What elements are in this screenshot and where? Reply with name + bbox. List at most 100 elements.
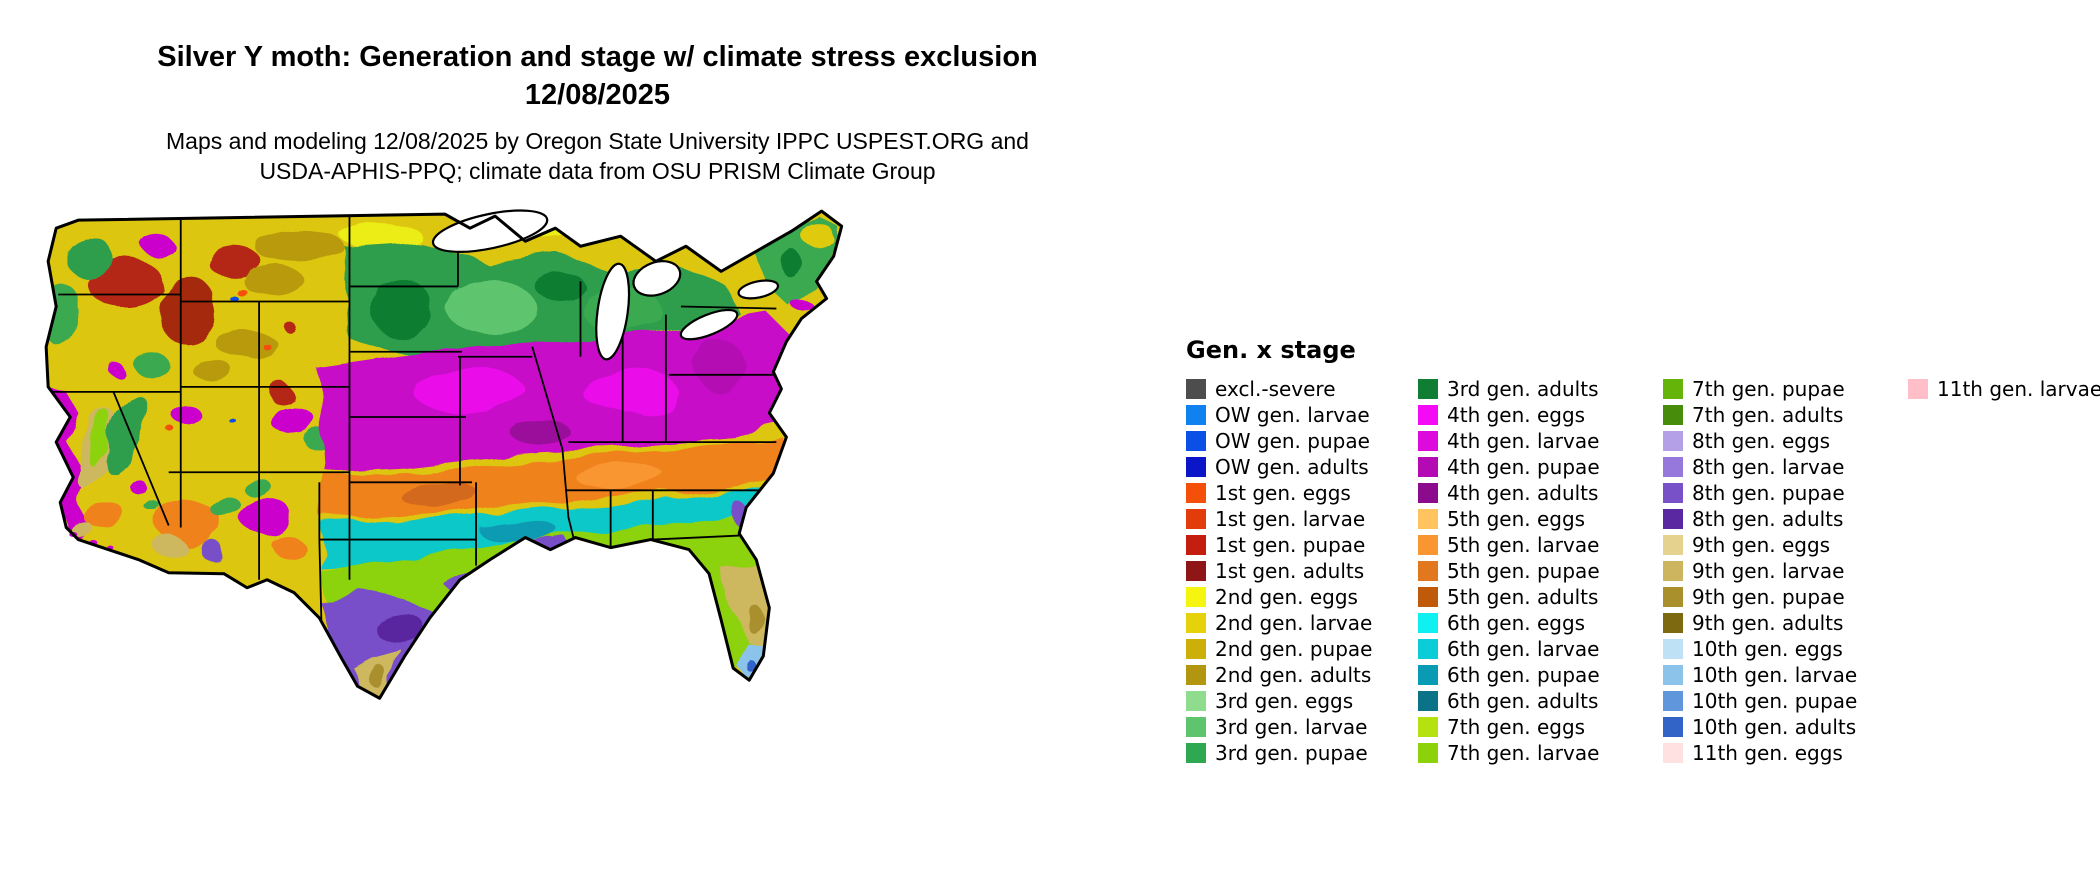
legend-swatch bbox=[1663, 457, 1683, 477]
legend-label: 3rd gen. adults bbox=[1447, 377, 1599, 401]
legend-swatch bbox=[1186, 587, 1206, 607]
legend-label: OW gen. larvae bbox=[1215, 403, 1370, 427]
legend-row: 11th gen. larvae bbox=[1908, 376, 2100, 402]
lake-huron-shape bbox=[632, 260, 682, 297]
legend-label: 4th gen. larvae bbox=[1447, 429, 1600, 453]
lake-superior-shape bbox=[431, 209, 549, 253]
legend-row: OW gen. larvae bbox=[1186, 402, 1418, 428]
legend-label: 6th gen. adults bbox=[1447, 689, 1599, 713]
legend-row: 10th gen. adults bbox=[1663, 714, 1908, 740]
legend-swatch bbox=[1663, 535, 1683, 555]
legend-row: OW gen. pupae bbox=[1186, 428, 1418, 454]
legend-swatch bbox=[1186, 639, 1206, 659]
legend-row: 2nd gen. eggs bbox=[1186, 584, 1418, 610]
legend-swatch bbox=[1908, 379, 1928, 399]
legend-label: 4th gen. eggs bbox=[1447, 403, 1586, 427]
legend-label: 4th gen. pupae bbox=[1447, 455, 1600, 479]
legend-swatch bbox=[1186, 665, 1206, 685]
legend-row: 9th gen. larvae bbox=[1663, 558, 1908, 584]
legend-swatch bbox=[1418, 535, 1438, 555]
legend-row: 1st gen. eggs bbox=[1186, 480, 1418, 506]
credits-line-2: USDA-APHIS-PPQ; climate data from OSU PR… bbox=[259, 158, 936, 184]
header: Silver Y moth: Generation and stage w/ c… bbox=[15, 38, 1180, 186]
legend-row: 7th gen. adults bbox=[1663, 402, 1908, 428]
legend-label: 2nd gen. pupae bbox=[1215, 637, 1373, 661]
legend-label: 6th gen. pupae bbox=[1447, 663, 1600, 687]
legend-label: 9th gen. pupae bbox=[1692, 585, 1845, 609]
legend-row: 11th gen. eggs bbox=[1663, 740, 1908, 766]
legend-row: 6th gen. adults bbox=[1418, 688, 1663, 714]
legend-row: 10th gen. eggs bbox=[1663, 636, 1908, 662]
legend-label: 8th gen. pupae bbox=[1692, 481, 1845, 505]
state-borders bbox=[48, 214, 784, 620]
legend-swatch bbox=[1418, 587, 1438, 607]
legend-row: excl.-severe bbox=[1186, 376, 1418, 402]
legend-swatch bbox=[1418, 613, 1438, 633]
legend-label: 6th gen. larvae bbox=[1447, 637, 1600, 661]
legend-row: 10th gen. larvae bbox=[1663, 662, 1908, 688]
legend-column: excl.-severe OW gen. larvae OW gen. pupae O… bbox=[1186, 376, 1418, 766]
legend-label: 1st gen. adults bbox=[1215, 559, 1365, 583]
legend-column: 11th gen. larvae bbox=[1908, 376, 2100, 402]
legend-label: 5th gen. larvae bbox=[1447, 533, 1600, 557]
legend-row: 6th gen. larvae bbox=[1418, 636, 1663, 662]
legend-row: 9th gen. adults bbox=[1663, 610, 1908, 636]
legend-row: 9th gen. eggs bbox=[1663, 532, 1908, 558]
legend-title: Gen. x stage bbox=[1186, 336, 1356, 364]
legend-label: 7th gen. adults bbox=[1692, 403, 1844, 427]
legend-swatch bbox=[1418, 405, 1438, 425]
legend-label: 9th gen. eggs bbox=[1692, 533, 1831, 557]
legend-row: 8th gen. pupae bbox=[1663, 480, 1908, 506]
legend-swatch bbox=[1418, 483, 1438, 503]
legend-row: 3rd gen. larvae bbox=[1186, 714, 1418, 740]
legend-row: 1st gen. larvae bbox=[1186, 506, 1418, 532]
legend-swatch bbox=[1418, 717, 1438, 737]
legend-row: 7th gen. larvae bbox=[1418, 740, 1663, 766]
legend-swatch bbox=[1418, 691, 1438, 711]
lake-ontario-shape bbox=[737, 279, 780, 300]
legend-row: 8th gen. adults bbox=[1663, 506, 1908, 532]
legend-label: 6th gen. eggs bbox=[1447, 611, 1586, 635]
map-date: 12/08/2025 bbox=[524, 79, 671, 111]
legend-row: 1st gen. adults bbox=[1186, 558, 1418, 584]
legend-swatch bbox=[1663, 561, 1683, 581]
legend-label: 7th gen. pupae bbox=[1692, 377, 1845, 401]
map-title: Silver Y moth: Generation and stage w/ c… bbox=[157, 41, 1038, 73]
legend-label: 7th gen. eggs bbox=[1447, 715, 1586, 739]
legend-swatch bbox=[1663, 379, 1683, 399]
legend-label: 5th gen. eggs bbox=[1447, 507, 1586, 531]
legend-swatch bbox=[1418, 457, 1438, 477]
legend-swatch bbox=[1418, 561, 1438, 581]
legend-label: 10th gen. adults bbox=[1692, 715, 1857, 739]
legend-swatch bbox=[1186, 379, 1206, 399]
legend-swatch bbox=[1186, 717, 1206, 737]
legend-label: 11th gen. eggs bbox=[1692, 741, 1843, 765]
legend-label: 2nd gen. larvae bbox=[1215, 611, 1373, 635]
legend-swatch bbox=[1186, 509, 1206, 529]
legend-label: 1st gen. pupae bbox=[1215, 533, 1366, 557]
legend-swatch bbox=[1663, 743, 1683, 763]
lake-michigan-shape bbox=[595, 262, 631, 361]
legend-label: excl.-severe bbox=[1215, 377, 1336, 401]
legend-label: 9th gen. larvae bbox=[1692, 559, 1845, 583]
legend-row: 8th gen. larvae bbox=[1663, 454, 1908, 480]
legend-swatch bbox=[1663, 509, 1683, 529]
legend-swatch bbox=[1418, 379, 1438, 399]
legend-label: 2nd gen. eggs bbox=[1215, 585, 1358, 609]
legend-label: 2nd gen. adults bbox=[1215, 663, 1372, 687]
credits-line-1: Maps and modeling 12/08/2025 by Oregon S… bbox=[166, 128, 1029, 154]
legend-label: 1st gen. larvae bbox=[1215, 507, 1366, 531]
legend-row: 2nd gen. larvae bbox=[1186, 610, 1418, 636]
legend-swatch bbox=[1663, 483, 1683, 503]
legend-label: 8th gen. eggs bbox=[1692, 429, 1831, 453]
legend-row: 4th gen. larvae bbox=[1418, 428, 1663, 454]
legend-row: 5th gen. pupae bbox=[1418, 558, 1663, 584]
legend-row: 3rd gen. adults bbox=[1418, 376, 1663, 402]
legend-label: 7th gen. larvae bbox=[1447, 741, 1600, 765]
legend-label: 11th gen. larvae bbox=[1937, 377, 2100, 401]
lake-erie-shape bbox=[679, 308, 739, 341]
us-outline bbox=[44, 209, 844, 700]
legend-swatch bbox=[1186, 691, 1206, 711]
legend-row: 3rd gen. eggs bbox=[1186, 688, 1418, 714]
